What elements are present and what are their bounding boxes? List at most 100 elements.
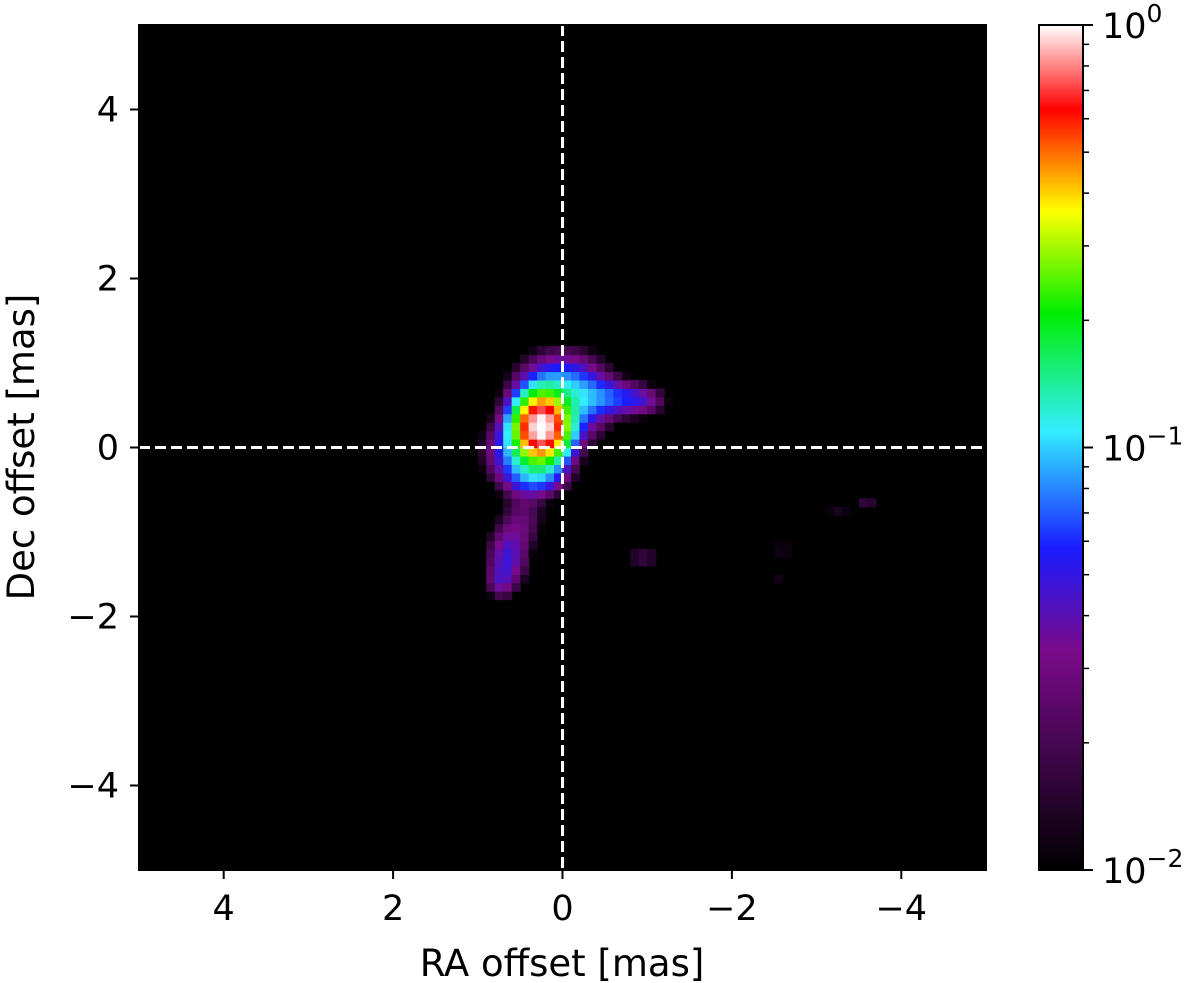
- heatmap-pixel: [621, 396, 631, 406]
- heatmap-pixel: [528, 371, 538, 381]
- heatmap-pixel: [570, 362, 581, 373]
- heatmap-pixel: [604, 405, 614, 415]
- heatmap-pixel: [545, 396, 555, 406]
- heatmap-pixel: [511, 506, 521, 516]
- y-axis-ticks: 4 2 0 −2 −4: [67, 91, 139, 807]
- heatmap-pixel: [545, 379, 555, 389]
- heatmap-pixel: [537, 354, 547, 364]
- heatmap-pixel: [570, 422, 581, 432]
- heatmap-pixel: [520, 447, 530, 457]
- heatmap-pixel: [486, 472, 496, 482]
- heatmap-pixel: [562, 439, 572, 449]
- heatmap-pixel: [613, 388, 623, 398]
- heatmap-pixel: [613, 413, 623, 423]
- heatmap-pixel: [477, 455, 487, 466]
- heatmap-pixel: [520, 422, 530, 432]
- heatmap-pixel: [477, 464, 487, 474]
- heatmap-pixel: [562, 413, 572, 423]
- heatmap-pixel: [511, 481, 521, 491]
- heatmap-pixel: [511, 396, 521, 406]
- heatmap-pixel: [621, 413, 631, 423]
- heatmap-pixel: [562, 481, 572, 491]
- heatmap-pixel: [511, 472, 521, 482]
- heatmap-pixel: [537, 430, 547, 440]
- heatmap-pixel: [554, 354, 564, 364]
- heatmap-pixel: [587, 346, 597, 356]
- heatmap-pixel: [842, 506, 852, 516]
- heatmap-pixel: [562, 371, 572, 381]
- heatmap-pixel: [613, 371, 623, 381]
- heatmap-pixel: [621, 405, 631, 415]
- heatmap-pixel: [554, 489, 564, 499]
- x-tick-label: 4: [213, 889, 235, 929]
- heatmap-pixel: [537, 439, 547, 449]
- heatmap-pixel: [486, 557, 496, 567]
- heatmap-pixel: [511, 574, 521, 584]
- heatmap-pixel: [596, 388, 606, 398]
- heatmap-pixel: [494, 540, 504, 550]
- heatmap-pixel: [604, 413, 614, 423]
- heatmap-pixel: [520, 565, 530, 575]
- heatmap-pixel: [545, 362, 555, 373]
- y-tick-label: 2: [97, 260, 119, 300]
- heatmap-pixel: [494, 464, 504, 474]
- heatmap-pixel: [520, 574, 530, 584]
- heatmap-pixel: [554, 413, 564, 423]
- heatmap-pixel: [579, 354, 589, 364]
- heatmap-pixel: [494, 531, 504, 542]
- heatmap-pixel: [511, 523, 521, 533]
- heatmap-pixel: [494, 405, 504, 415]
- heatmap-pixel: [520, 388, 530, 398]
- heatmap-pixel: [503, 574, 513, 584]
- colorbar-tick-label: 10−1: [1102, 422, 1183, 470]
- heatmap-pixel: [630, 405, 640, 415]
- heatmap-pixel: [596, 405, 606, 415]
- heatmap-pixel: [554, 472, 564, 482]
- heatmap-pixel: [511, 413, 521, 423]
- heatmap-pixel: [503, 379, 513, 389]
- x-tick-label: −2: [706, 889, 758, 929]
- heatmap-pixel: [867, 498, 877, 508]
- heatmap-pixel: [503, 447, 513, 457]
- heatmap-pixel: [503, 455, 513, 466]
- heatmap-pixel: [554, 405, 564, 415]
- heatmap-pixel: [503, 523, 513, 533]
- heatmap-pixel: [520, 472, 530, 482]
- heatmap-pixel: [596, 396, 606, 406]
- heatmap-pixel: [511, 565, 521, 575]
- heatmap-pixel: [520, 523, 530, 533]
- heatmap-pixel: [537, 481, 547, 491]
- heatmap-pixel: [503, 430, 513, 440]
- heatmap-pixel: [511, 430, 521, 440]
- heatmap-pixel: [511, 422, 521, 432]
- heatmap-pixel: [545, 413, 555, 423]
- heatmap-pixel: [630, 548, 640, 558]
- heatmap-pixel: [858, 498, 869, 508]
- heatmap-pixel: [604, 396, 614, 406]
- heatmap-pixel: [494, 472, 504, 482]
- heatmap-pixel: [604, 371, 614, 381]
- heatmap-pixel: [570, 430, 581, 440]
- heatmap-pixel: [486, 422, 496, 432]
- y-tick-label: 4: [97, 91, 119, 131]
- heatmap-pixel: [554, 481, 564, 491]
- heatmap-image: [477, 346, 877, 601]
- heatmap-pixel: [613, 405, 623, 415]
- heatmap-pixel: [562, 362, 572, 373]
- heatmap-pixel: [503, 371, 513, 381]
- heatmap-pixel: [494, 422, 504, 432]
- heatmap-pixel: [638, 548, 648, 558]
- heatmap-pixel: [613, 396, 623, 406]
- heatmap-pixel: [537, 489, 547, 499]
- heatmap-pixel: [545, 447, 555, 457]
- heatmap-pixel: [782, 540, 792, 550]
- heatmap-pixel: [579, 362, 589, 373]
- heatmap-pixel: [782, 548, 792, 558]
- heatmap-pixel: [638, 557, 648, 567]
- heatmap-pixel: [528, 396, 538, 406]
- heatmap-pixel: [494, 455, 504, 466]
- heatmap-pixel: [537, 388, 547, 398]
- heatmap-pixel: [537, 405, 547, 415]
- heatmap-pixel: [511, 439, 521, 449]
- heatmap-pixel: [587, 371, 597, 381]
